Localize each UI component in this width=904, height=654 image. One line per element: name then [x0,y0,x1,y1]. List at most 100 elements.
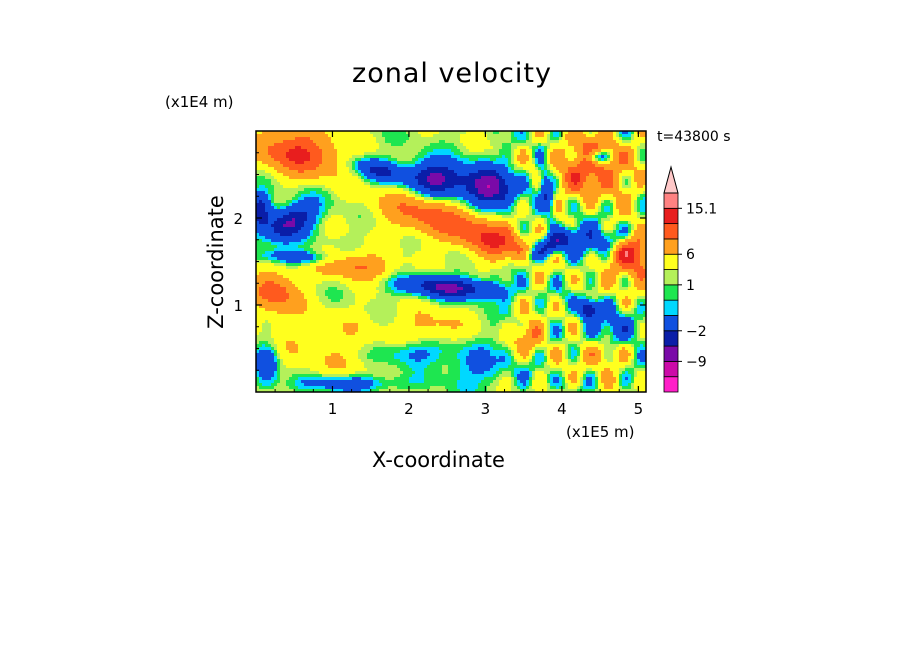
heatmap-cell [310,296,313,299]
heatmap-cell [424,371,427,374]
heatmap-cell [427,191,430,194]
heatmap-cell [352,293,355,296]
heatmap-cell [310,248,313,251]
heatmap-cell [352,137,355,140]
heatmap-cell [337,296,340,299]
heatmap-cell [304,239,307,242]
heatmap-cell [388,371,391,374]
heatmap-cell [373,134,376,137]
heatmap-cell [361,161,364,164]
heatmap-cell [277,251,280,254]
heatmap-cell [418,374,421,377]
heatmap-cell [334,209,337,212]
heatmap-cell [256,230,259,233]
heatmap-cell [331,287,334,290]
heatmap-cell [397,245,400,248]
heatmap-cell [337,233,340,236]
heatmap-cell [325,287,328,290]
heatmap-cell [388,185,391,188]
heatmap-cell [325,347,328,350]
heatmap-cell [325,278,328,281]
heatmap-cell [370,377,373,380]
heatmap-cell [337,284,340,287]
heatmap-cell [325,242,328,245]
heatmap-cell [334,149,337,152]
heatmap-cell [292,299,295,302]
heatmap-cell [349,290,352,293]
heatmap-cell [340,155,343,158]
heatmap-cell [301,281,304,284]
heatmap-cell [310,161,313,164]
heatmap-cell [376,326,379,329]
heatmap-cell [346,320,349,323]
heatmap-cell [274,386,277,389]
heatmap-cell [283,146,286,149]
heatmap-cell [292,362,295,365]
heatmap-cell [400,338,403,341]
heatmap-cell [316,272,319,275]
heatmap-cell [355,200,358,203]
heatmap-cell [304,284,307,287]
heatmap-cell [424,245,427,248]
heatmap-cell [427,179,430,182]
heatmap-cell [322,161,325,164]
heatmap-cell [412,374,415,377]
heatmap-cell [304,278,307,281]
heatmap-cell [319,134,322,137]
heatmap-cell [418,263,421,266]
heatmap-cell [415,236,418,239]
heatmap-cell [412,302,415,305]
heatmap-cell [343,206,346,209]
heatmap-cell [382,251,385,254]
heatmap-cell [292,317,295,320]
heatmap-cell [337,377,340,380]
heatmap-cell [421,188,424,191]
heatmap-cell [292,233,295,236]
heatmap-cell [322,134,325,137]
heatmap-cell [298,341,301,344]
heatmap-cell [292,158,295,161]
heatmap-cell [322,299,325,302]
heatmap-cell [337,266,340,269]
heatmap-cell [298,383,301,386]
heatmap-cell [337,374,340,377]
heatmap-cell [319,260,322,263]
heatmap-cell [277,188,280,191]
heatmap-cell [340,362,343,365]
heatmap-cell [391,359,394,362]
heatmap-cell [319,302,322,305]
heatmap-cell [376,389,379,392]
heatmap-cell [415,194,418,197]
heatmap-cell [355,146,358,149]
heatmap-cell [298,185,301,188]
heatmap-cell [277,275,280,278]
heatmap-cell [388,329,391,332]
heatmap-cell [307,224,310,227]
heatmap-cell [337,239,340,242]
heatmap-cell [400,212,403,215]
heatmap-cell [271,206,274,209]
heatmap-cell [379,365,382,368]
heatmap-cell [298,299,301,302]
heatmap-cell [418,173,421,176]
heatmap-cell [325,299,328,302]
heatmap-cell [340,296,343,299]
heatmap-cell [298,230,301,233]
heatmap-cell [415,371,418,374]
heatmap-cell [367,359,370,362]
heatmap-cell [286,287,289,290]
heatmap-cell [271,200,274,203]
heatmap-cell [289,206,292,209]
heatmap-cell [391,179,394,182]
heatmap-cell [424,155,427,158]
heatmap-cell [268,287,271,290]
heatmap-cell [382,371,385,374]
heatmap-cell [358,317,361,320]
heatmap-cell [424,293,427,296]
heatmap-cell [364,137,367,140]
heatmap-cell [376,170,379,173]
heatmap-cell [286,176,289,179]
heatmap-cell [421,314,424,317]
heatmap-cell [376,332,379,335]
heatmap-cell [334,146,337,149]
